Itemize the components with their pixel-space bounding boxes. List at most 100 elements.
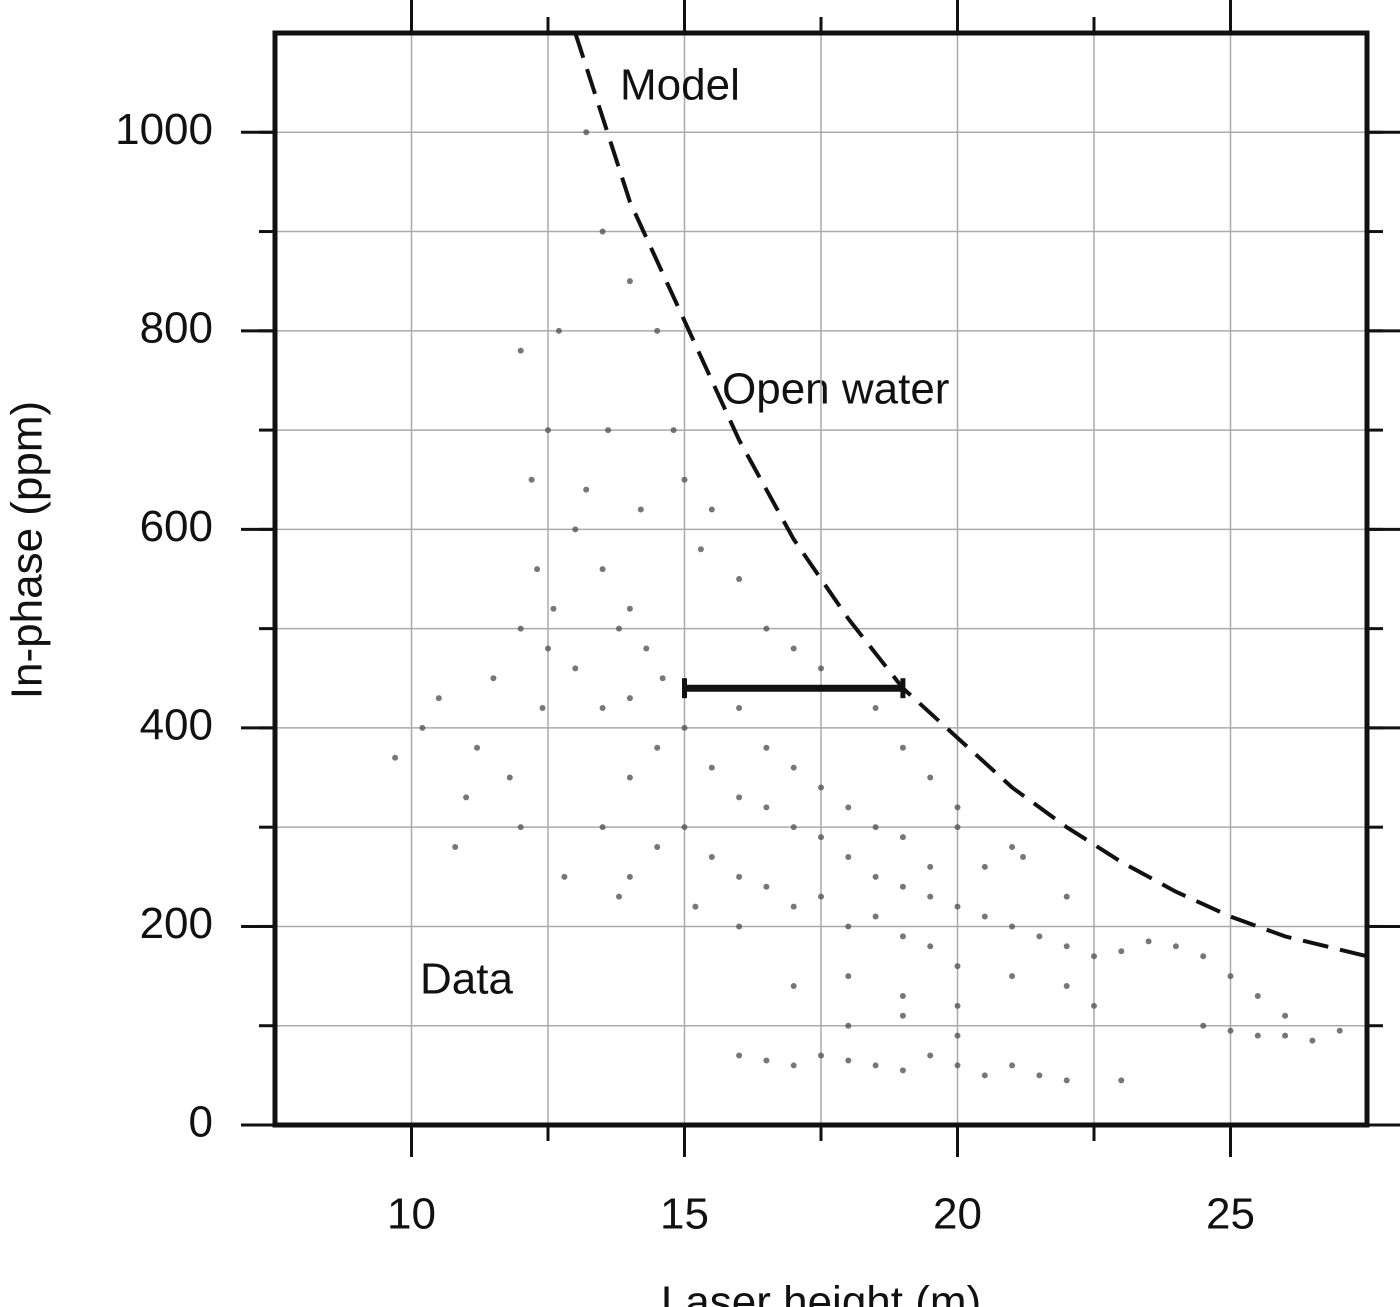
data-point	[954, 963, 961, 970]
data-point	[692, 903, 699, 910]
data-point	[659, 675, 666, 682]
data-point	[954, 824, 961, 831]
data-point	[583, 129, 590, 136]
data-point	[1063, 893, 1070, 900]
data-point	[790, 645, 797, 652]
data-point	[954, 804, 961, 811]
data-point	[1036, 1072, 1043, 1079]
data-point	[605, 427, 612, 434]
plot-frame	[272, 30, 1370, 1128]
data-point	[736, 1052, 743, 1059]
data-point	[1282, 1012, 1289, 1019]
data-point	[517, 824, 524, 831]
data-point	[927, 863, 934, 870]
data-point	[572, 526, 579, 533]
data-point	[463, 794, 470, 801]
data-point	[736, 705, 743, 712]
y-tick-label: 1000	[115, 105, 213, 154]
data-point	[818, 834, 824, 841]
data-point	[517, 347, 524, 354]
data-point	[763, 1057, 770, 1064]
data-point	[899, 992, 906, 999]
data-point	[599, 705, 606, 712]
data-point	[599, 228, 606, 235]
data-point	[872, 705, 879, 712]
data-point	[561, 873, 568, 880]
data-point	[452, 844, 459, 851]
data-point	[899, 834, 906, 841]
data-point	[1227, 1027, 1234, 1034]
data-point	[1227, 973, 1234, 980]
data-point	[1063, 943, 1070, 950]
data-point	[708, 764, 715, 771]
data-point	[872, 824, 879, 831]
data-point	[872, 1062, 879, 1069]
data-point	[545, 645, 551, 652]
data-point	[615, 625, 622, 632]
data-point	[643, 645, 650, 652]
x-tick-label: 10	[387, 1190, 436, 1239]
data-point	[670, 427, 677, 434]
data-point	[1172, 943, 1179, 950]
data-point	[981, 863, 988, 870]
data-point	[626, 774, 633, 781]
data-point	[1091, 1002, 1097, 1009]
data-point	[954, 1002, 961, 1009]
series-label: Data	[420, 955, 513, 1004]
data-point	[1118, 948, 1125, 955]
y-tick-label: 800	[140, 303, 213, 352]
data-point	[736, 873, 743, 880]
data-point	[626, 873, 633, 880]
data-point	[763, 804, 770, 811]
data-point	[927, 943, 934, 950]
data-point	[1009, 973, 1016, 980]
data-point	[790, 1062, 797, 1069]
data-point	[1020, 853, 1027, 860]
data-point	[435, 695, 442, 702]
data-point	[899, 1067, 906, 1074]
data-point	[845, 1022, 852, 1029]
data-point	[1336, 1027, 1343, 1034]
data-point	[981, 1072, 988, 1079]
x-tick-label: 25	[1206, 1190, 1255, 1239]
data-point	[954, 903, 961, 910]
data-point	[736, 923, 743, 930]
data-point	[845, 853, 852, 860]
data-point	[899, 744, 906, 751]
data-point	[1036, 933, 1043, 940]
y-tick-label: 600	[140, 502, 213, 551]
data-point	[872, 913, 879, 920]
data-point	[1118, 1077, 1125, 1084]
data-point	[708, 506, 715, 513]
data-point	[626, 695, 633, 702]
data-point	[637, 506, 644, 513]
x-tick-label: 20	[933, 1190, 982, 1239]
data-point	[681, 724, 688, 731]
data-point	[474, 744, 481, 751]
data-point	[697, 546, 704, 553]
data-point	[790, 903, 797, 910]
data-point	[506, 774, 513, 781]
data-point	[763, 625, 770, 632]
data-point	[626, 605, 633, 612]
data-point	[1091, 953, 1097, 960]
data-point	[550, 605, 557, 612]
data-point	[927, 774, 934, 781]
data-point	[845, 923, 852, 930]
data-point	[599, 566, 606, 573]
data-point	[708, 853, 715, 860]
x-axis-label: Laser height (m)	[661, 1278, 981, 1307]
data-point	[555, 327, 562, 334]
series-label: Model	[620, 61, 740, 110]
data-point	[845, 1057, 852, 1064]
data-point	[1145, 938, 1152, 945]
annotation: Open water	[722, 365, 949, 414]
y-tick-label: 200	[140, 899, 213, 948]
data-point	[1009, 1062, 1016, 1069]
data-point	[899, 933, 906, 940]
y-axis-label: In-phase (ppm)	[3, 401, 52, 699]
data-point	[1009, 844, 1016, 851]
data-point	[1200, 953, 1207, 960]
data-point	[392, 754, 399, 761]
